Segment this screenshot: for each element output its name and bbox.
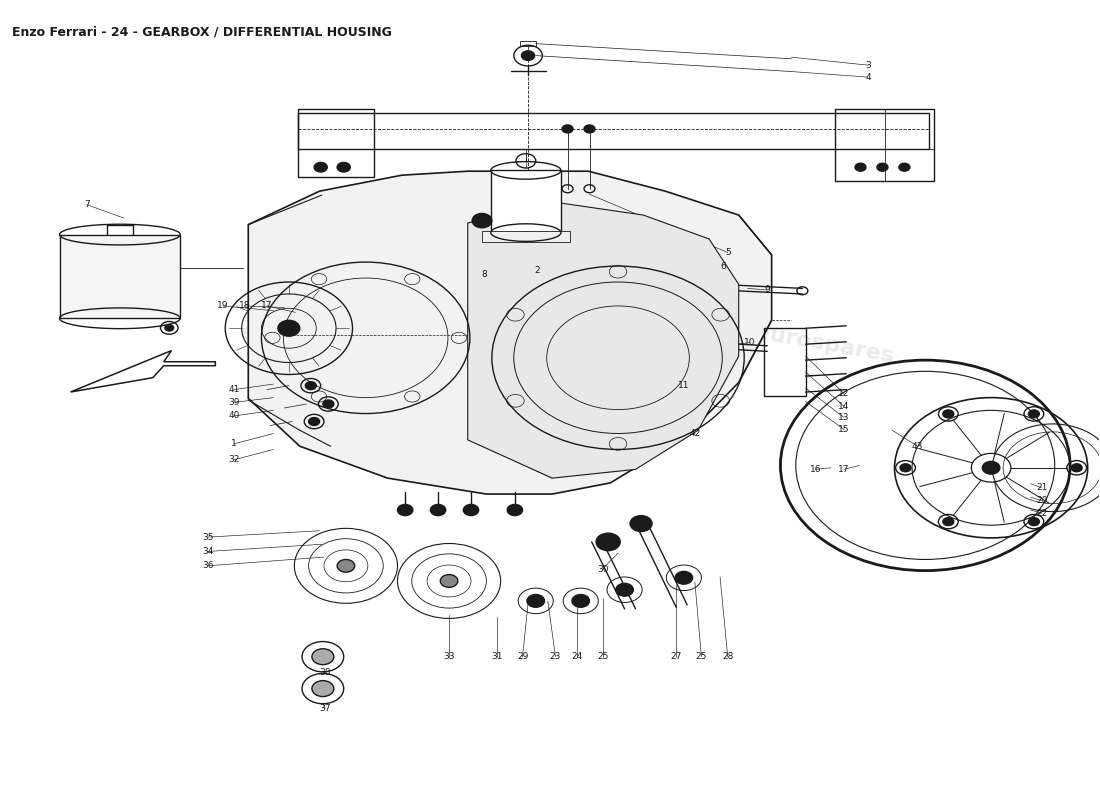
Text: 27: 27 bbox=[671, 652, 682, 662]
Bar bbox=[298, 109, 374, 177]
Bar bbox=[59, 234, 180, 318]
Circle shape bbox=[982, 462, 1000, 474]
Text: 43: 43 bbox=[912, 442, 923, 450]
Text: eurospares: eurospares bbox=[754, 322, 895, 366]
Circle shape bbox=[312, 681, 333, 697]
Text: 40: 40 bbox=[229, 411, 240, 421]
Text: 34: 34 bbox=[202, 547, 213, 556]
Text: 42: 42 bbox=[690, 429, 701, 438]
Text: 22: 22 bbox=[1036, 509, 1047, 518]
Text: 7: 7 bbox=[84, 200, 90, 209]
Text: 38: 38 bbox=[319, 668, 331, 677]
Text: 39: 39 bbox=[228, 398, 240, 407]
Text: 11: 11 bbox=[678, 381, 690, 390]
Text: 23: 23 bbox=[550, 652, 561, 662]
Circle shape bbox=[463, 505, 478, 515]
Text: 19: 19 bbox=[218, 302, 229, 310]
Circle shape bbox=[337, 162, 350, 172]
Circle shape bbox=[165, 325, 174, 331]
Circle shape bbox=[630, 515, 652, 531]
Text: 5: 5 bbox=[725, 248, 730, 257]
Text: 18: 18 bbox=[239, 302, 251, 310]
Text: 20: 20 bbox=[1036, 496, 1047, 505]
Circle shape bbox=[943, 518, 954, 526]
Text: 17: 17 bbox=[838, 465, 850, 474]
Circle shape bbox=[507, 505, 522, 515]
Circle shape bbox=[323, 400, 333, 408]
Text: 17: 17 bbox=[261, 302, 273, 310]
Circle shape bbox=[315, 162, 328, 172]
Circle shape bbox=[1028, 410, 1040, 418]
Circle shape bbox=[899, 163, 910, 171]
Text: Enzo Ferrari - 24 - GEARBOX / DIFFERENTIAL HOUSING: Enzo Ferrari - 24 - GEARBOX / DIFFERENTI… bbox=[12, 26, 393, 38]
Circle shape bbox=[584, 125, 595, 133]
Text: 16: 16 bbox=[810, 465, 822, 474]
Circle shape bbox=[527, 594, 544, 607]
Bar bbox=[835, 109, 934, 181]
Text: 25: 25 bbox=[597, 652, 608, 662]
Text: 41: 41 bbox=[229, 385, 240, 394]
Text: 35: 35 bbox=[202, 533, 213, 542]
Circle shape bbox=[943, 410, 954, 418]
Text: 31: 31 bbox=[492, 652, 503, 662]
Text: 32: 32 bbox=[229, 455, 240, 464]
Circle shape bbox=[714, 283, 727, 292]
Circle shape bbox=[596, 533, 620, 550]
Text: 33: 33 bbox=[443, 652, 454, 662]
Text: 9: 9 bbox=[764, 286, 770, 294]
Text: 24: 24 bbox=[572, 652, 583, 662]
Circle shape bbox=[616, 583, 634, 596]
Bar bbox=[298, 113, 928, 149]
Circle shape bbox=[855, 163, 866, 171]
Text: 1: 1 bbox=[231, 439, 236, 448]
Polygon shape bbox=[70, 350, 216, 392]
Text: eurospares: eurospares bbox=[238, 322, 380, 366]
Circle shape bbox=[1028, 518, 1040, 526]
Text: 8: 8 bbox=[482, 270, 487, 278]
Circle shape bbox=[472, 214, 492, 228]
Text: 25: 25 bbox=[695, 652, 707, 662]
Text: 28: 28 bbox=[722, 652, 734, 662]
Text: 10: 10 bbox=[744, 338, 756, 347]
Circle shape bbox=[397, 505, 412, 515]
Text: 36: 36 bbox=[202, 562, 213, 570]
Text: eurospares: eurospares bbox=[593, 238, 771, 290]
Circle shape bbox=[572, 594, 590, 607]
Text: 21: 21 bbox=[1036, 483, 1047, 492]
Circle shape bbox=[706, 341, 719, 350]
Text: 4: 4 bbox=[866, 73, 871, 82]
Circle shape bbox=[900, 464, 911, 472]
Bar bbox=[491, 170, 561, 233]
Polygon shape bbox=[249, 171, 771, 494]
Text: 15: 15 bbox=[838, 425, 850, 434]
Bar bbox=[764, 328, 805, 396]
Circle shape bbox=[1071, 464, 1082, 472]
Circle shape bbox=[562, 125, 573, 133]
Circle shape bbox=[440, 574, 458, 587]
Text: 14: 14 bbox=[838, 402, 849, 411]
Circle shape bbox=[877, 163, 888, 171]
Circle shape bbox=[521, 51, 535, 60]
Polygon shape bbox=[468, 202, 739, 478]
Circle shape bbox=[430, 505, 446, 515]
Text: 30: 30 bbox=[597, 565, 608, 574]
Circle shape bbox=[337, 559, 354, 572]
Circle shape bbox=[278, 320, 300, 336]
Text: 13: 13 bbox=[838, 413, 850, 422]
Circle shape bbox=[306, 382, 317, 390]
Circle shape bbox=[309, 418, 320, 426]
Text: 3: 3 bbox=[866, 61, 871, 70]
Text: 12: 12 bbox=[838, 389, 849, 398]
Circle shape bbox=[675, 571, 693, 584]
Circle shape bbox=[312, 649, 333, 665]
Text: eurospares: eurospares bbox=[566, 322, 708, 366]
Text: 37: 37 bbox=[319, 704, 331, 713]
Bar bbox=[482, 231, 570, 242]
Text: 6: 6 bbox=[720, 262, 726, 270]
Text: 29: 29 bbox=[517, 652, 528, 662]
Text: 2: 2 bbox=[534, 266, 540, 275]
